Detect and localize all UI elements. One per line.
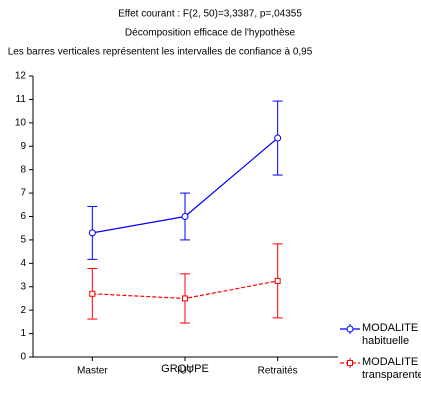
y-tick-label: 6 (20, 211, 26, 222)
y-tick-label: 5 (20, 235, 26, 246)
x-tick-label: IUT (177, 366, 193, 377)
annotation: Les barres verticales représentent les i… (8, 47, 313, 58)
y-tick-label: 1 (20, 328, 26, 339)
y-tick-label: 7 (20, 188, 26, 199)
data-point (182, 295, 188, 302)
legend-marker (347, 360, 353, 366)
data-point (89, 290, 96, 297)
legend-marker (346, 325, 354, 333)
y-tick-label: 9 (20, 141, 26, 152)
data-point (274, 277, 281, 284)
y-tick-label: 4 (20, 258, 26, 269)
data-point (274, 134, 282, 142)
x-tick-label: Retraités (258, 366, 298, 377)
data-point (181, 213, 189, 220)
data-point (88, 229, 96, 237)
y-tick-label: 0 (20, 352, 26, 363)
y-tick-label: 10 (15, 117, 27, 128)
legend-label: MODALITE transparente (362, 356, 421, 381)
x-axis-label: GROUPE (161, 363, 209, 375)
chart-title: Effet courant : F(2, 50)=3,3387, p=,0435… (118, 9, 302, 20)
legend-label: MODALITE habituelle (362, 322, 419, 347)
x-tick-label: Master (77, 366, 108, 377)
chart-subtitle: Décomposition efficace de l'hypothèse (125, 28, 296, 39)
y-tick-label: 11 (16, 94, 27, 105)
y-tick-label: 2 (20, 305, 26, 316)
y-tick-label: 8 (20, 164, 26, 175)
y-tick-label: 12 (15, 71, 27, 82)
y-tick-label: 3 (20, 281, 26, 292)
